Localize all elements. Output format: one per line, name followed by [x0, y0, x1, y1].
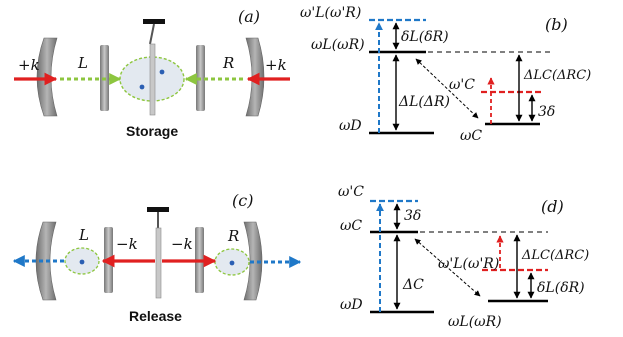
- cavity-level-label: ωC: [460, 128, 482, 144]
- delta-c-label: ΔC: [402, 277, 424, 293]
- left-mode-label: L: [78, 226, 89, 244]
- panel-a: (a) +k +k L R Storage: [14, 7, 290, 139]
- mid-level-label: ωC: [340, 218, 362, 234]
- bottom-level-label: ωD: [340, 297, 363, 313]
- tip-lever: [149, 23, 155, 45]
- delta-big-label: ΔL(ΔR): [398, 94, 450, 110]
- storage-caption: Storage: [126, 123, 178, 139]
- membrane: [149, 43, 156, 116]
- right-mode-label: R: [227, 227, 239, 245]
- panel-d-tag: (d): [541, 197, 564, 216]
- lower-level-label: ωL(ωR): [448, 314, 502, 330]
- delta-right-label: ΔLC(ΔRC): [521, 248, 589, 263]
- atom-dot: [139, 84, 145, 90]
- right-k-label: −k: [171, 235, 193, 253]
- bottom-level-label: ωD: [339, 118, 362, 134]
- mid-level-label: ωL(ωR): [311, 37, 365, 53]
- top-level-label: ω'C: [338, 184, 364, 200]
- delta-right-label: ΔLC(ΔRC): [523, 68, 591, 83]
- panel-c: (c) L R −k −k Release: [12, 191, 302, 324]
- panel-b: (b) ω'L(ω'R) ωL(ωR) ωD δL(δR) ΔL(ΔR) ΔLC…: [300, 5, 591, 144]
- delta-small-label: δL(δR): [401, 29, 449, 45]
- coupling-arrow: [414, 238, 481, 297]
- tip-holder: [143, 19, 165, 24]
- right-outer-mirror: [245, 37, 265, 117]
- three-delta-label: 3δ: [404, 208, 421, 224]
- panel-d: (d) ω'C ωC ωD 3δ ΔC ΔLC(ΔRC) ω'L(ω'R) δL…: [338, 184, 589, 330]
- atom-dot: [159, 69, 165, 75]
- atom-dot: [229, 260, 235, 266]
- three-delta-label: 3δ: [538, 104, 555, 120]
- release-caption: Release: [129, 308, 182, 324]
- membrane: [155, 227, 162, 299]
- delta-small-label: δL(δR): [537, 280, 585, 296]
- right-mode-label: R: [222, 54, 234, 72]
- left-mode-label: L: [77, 54, 88, 72]
- coupling-arrow: [415, 58, 479, 119]
- right-k-label: +k: [265, 56, 287, 74]
- top-level-label: ω'L(ω'R): [300, 5, 361, 21]
- left-k-label: +k: [18, 56, 40, 74]
- shifted-level-label: ω'C: [449, 77, 475, 93]
- left-outer-mirror: [36, 37, 58, 117]
- atom-dot: [79, 259, 85, 265]
- shifted-level-label: ω'L(ω'R): [438, 256, 499, 272]
- panel-b-tag: (b): [545, 15, 568, 34]
- panel-c-tag: (c): [232, 191, 253, 210]
- tip-holder: [147, 207, 169, 212]
- left-k-label: −k: [116, 235, 138, 253]
- panel-a-tag: (a): [238, 7, 260, 26]
